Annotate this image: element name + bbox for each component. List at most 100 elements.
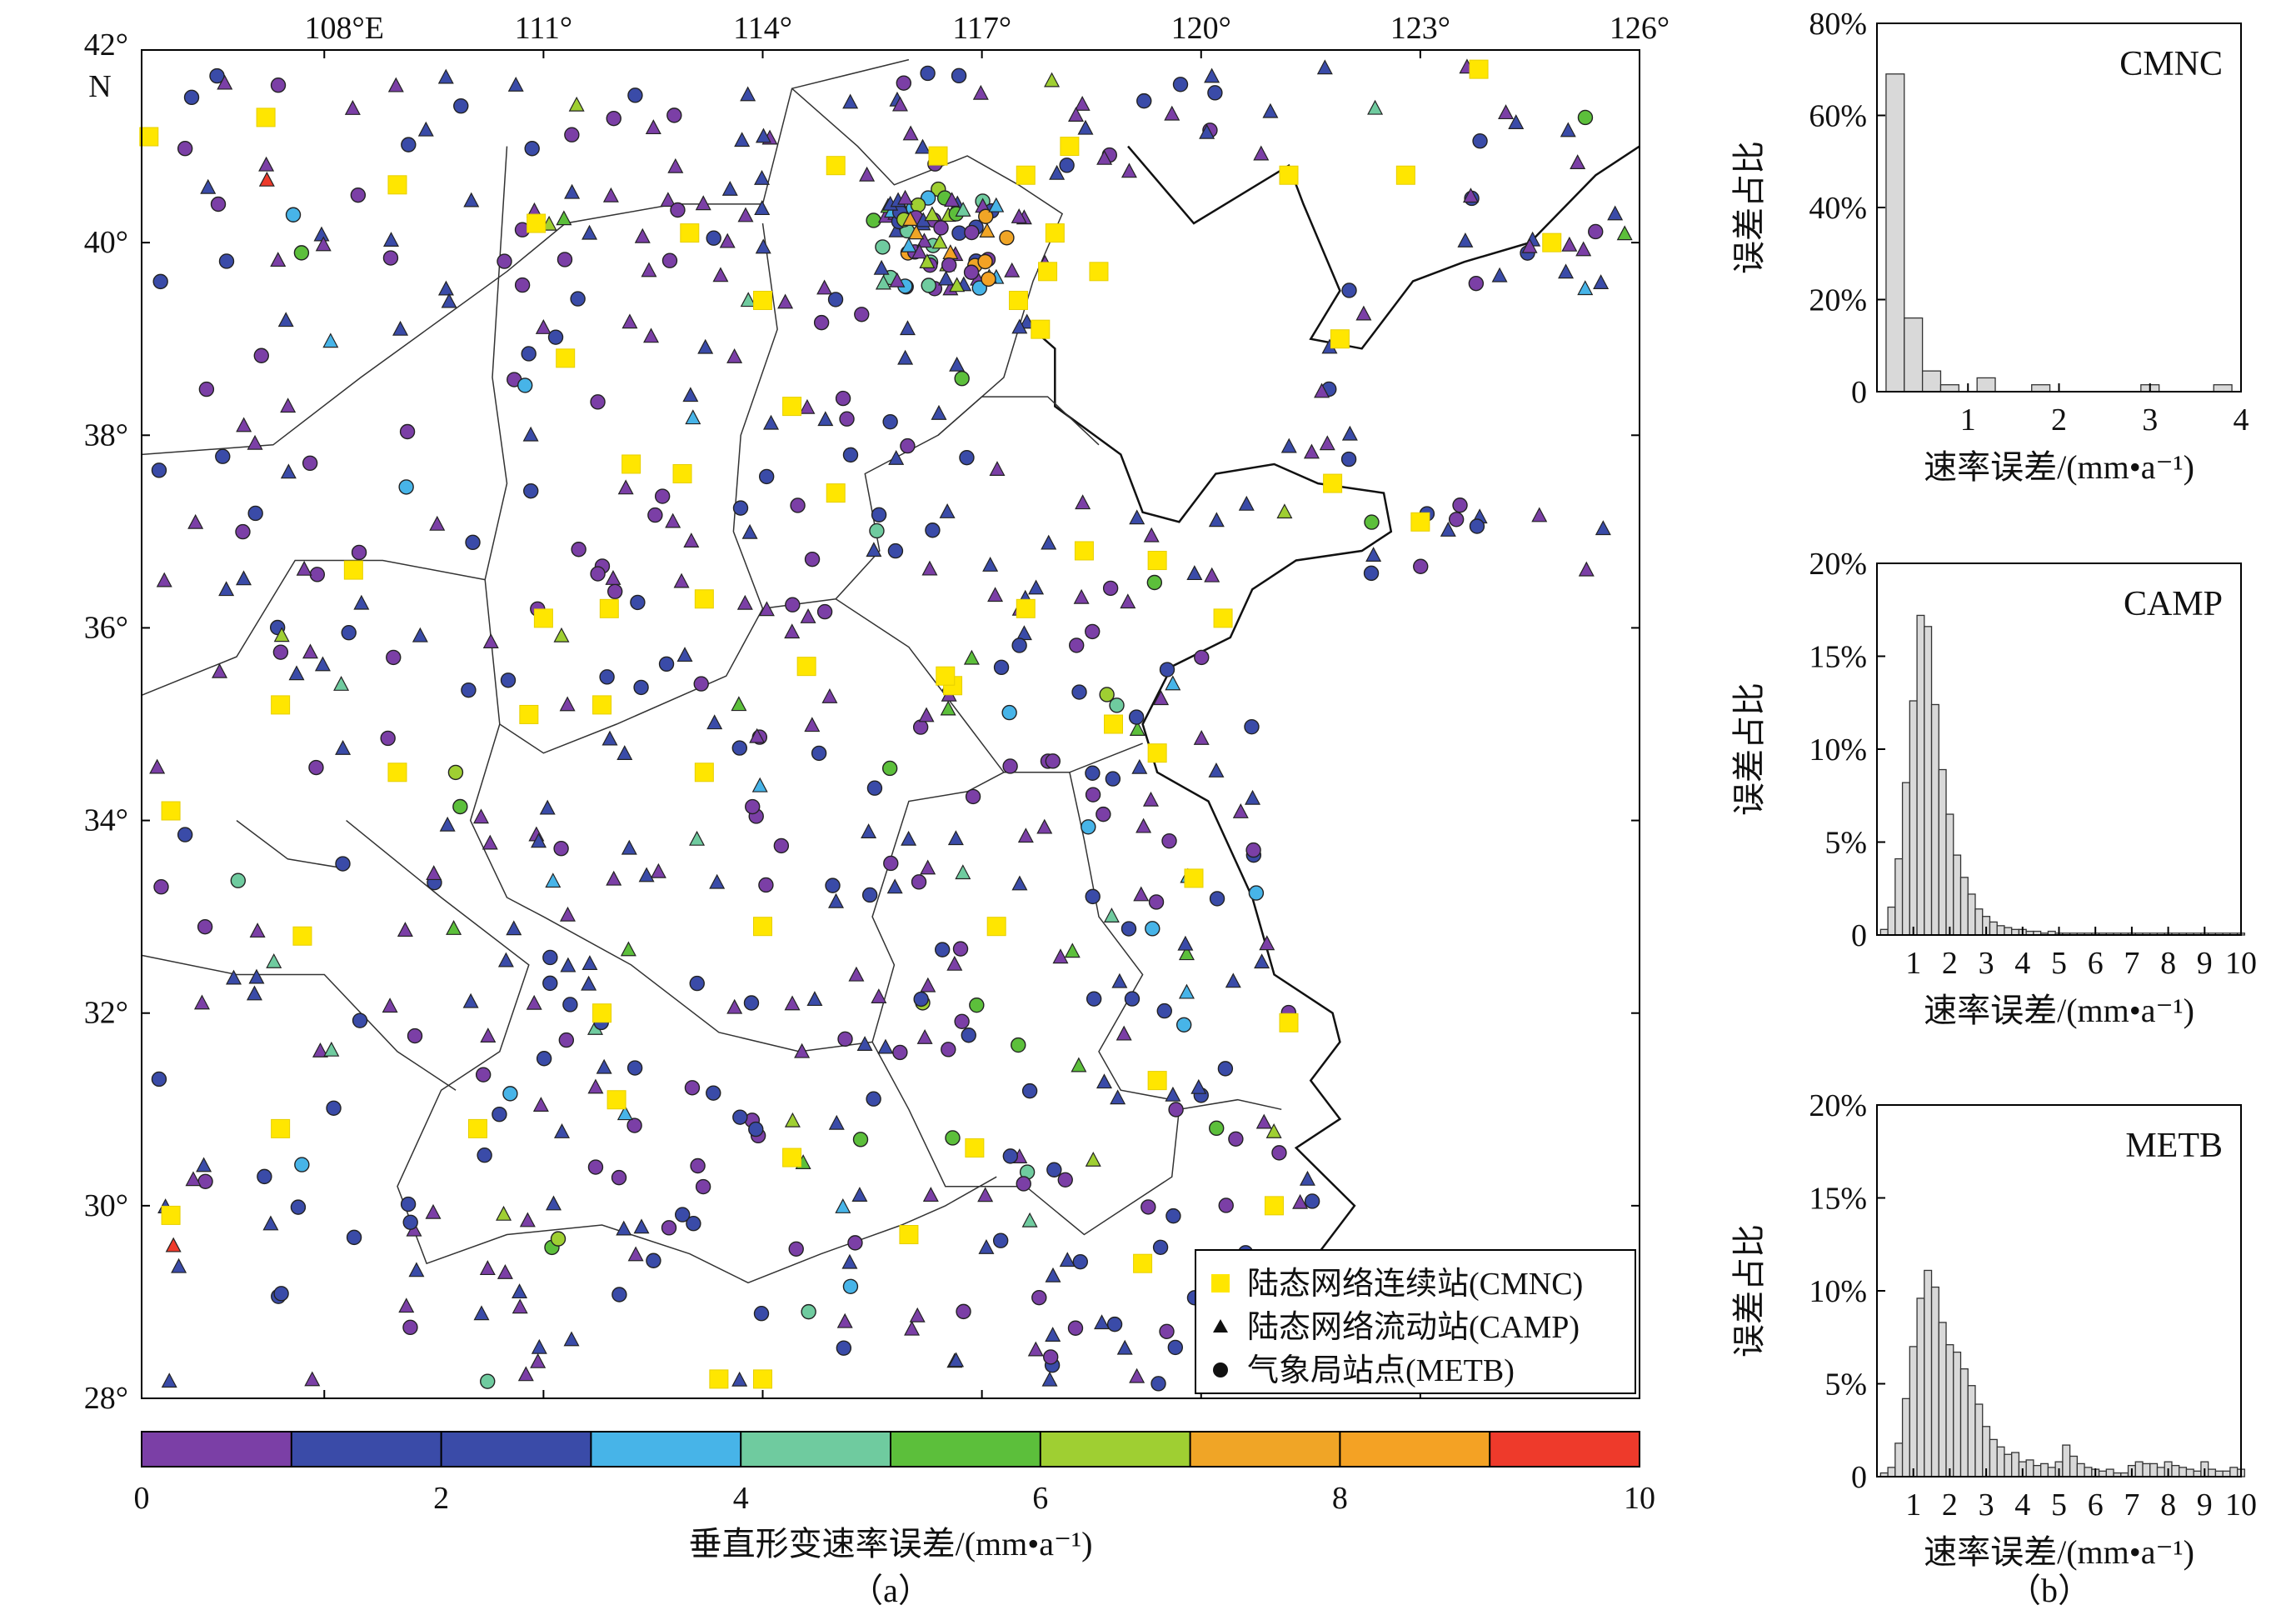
cmnc-station [782, 397, 802, 417]
camp-station [312, 1042, 328, 1058]
camp-station [1232, 803, 1249, 818]
camp-station [1560, 122, 1576, 138]
camp-station [1045, 1327, 1061, 1342]
camp-station [784, 1112, 801, 1128]
metb-station [152, 273, 168, 290]
cmnc-station [672, 464, 692, 484]
camp-station [816, 279, 833, 295]
metb-station [920, 65, 936, 82]
metb-station [1245, 842, 1261, 858]
camp-station [641, 262, 657, 278]
camp-station [1276, 503, 1293, 519]
metb-station [1121, 921, 1137, 937]
panel-a-label: （a） [850, 1572, 931, 1609]
camp-station [755, 238, 771, 254]
camp-station [1177, 935, 1194, 951]
camp-station [977, 1187, 994, 1202]
cmnc-station [1016, 598, 1036, 618]
camp-station [601, 730, 618, 746]
histogram-x-tick-label: 2 [1942, 946, 1958, 981]
camp-station [851, 1187, 868, 1202]
colorbar-tick-label: 6 [1032, 1481, 1048, 1516]
metb-station [523, 482, 539, 499]
metb-station [981, 271, 996, 288]
metb-station [866, 780, 883, 796]
camp-station [1052, 948, 1069, 964]
colorbar-segment [1190, 1432, 1340, 1467]
map-y-tick-label: 34° [84, 803, 128, 838]
histogram-x-tick-label: 3 [2142, 402, 2158, 438]
colorbar-segment [1040, 1432, 1191, 1467]
metb-station [977, 253, 993, 270]
camp-station [462, 992, 479, 1008]
metb-station [198, 381, 215, 398]
cmnc-station [599, 598, 619, 618]
metb-station [969, 997, 985, 1013]
metb-station [253, 348, 269, 363]
camp-station [972, 84, 989, 100]
map-y-tick-label: 36° [84, 610, 128, 645]
colorbar-tick-label: 2 [433, 1481, 449, 1516]
histogram-bar [2062, 1444, 2071, 1478]
histogram-bar [1921, 370, 1942, 392]
camp-station [740, 86, 756, 102]
metb-station [748, 1121, 764, 1138]
histogram-x-tick-label: 10 [2225, 946, 2257, 981]
camp-station [532, 1097, 549, 1112]
metb-station [1069, 638, 1085, 653]
camp-station [1074, 95, 1091, 111]
colorbar-segment [891, 1432, 1041, 1467]
metb-station [558, 1032, 575, 1048]
camp-station [482, 834, 498, 850]
histogram-bar [1909, 700, 1918, 936]
cmnc-station [694, 762, 714, 782]
camp-station [480, 1028, 497, 1042]
histogram-title: METB [2125, 1127, 2223, 1165]
metb-station [492, 1106, 507, 1122]
camp-station [247, 434, 263, 450]
histogram-y-tick-label: 60% [1809, 99, 1867, 134]
metb-station [825, 878, 841, 893]
cmnc-station [621, 454, 641, 474]
metb-station [570, 291, 586, 307]
camp-station [1044, 72, 1061, 88]
camp-station [1059, 1252, 1076, 1268]
camp-station [1165, 1086, 1181, 1102]
camp-station [908, 224, 925, 240]
histogram-bar [2047, 1467, 2056, 1478]
camp-station [1094, 1314, 1111, 1330]
camp-station [497, 1263, 513, 1279]
camp-station [496, 1205, 512, 1221]
metb-station [177, 141, 193, 157]
histogram-bar [1953, 1351, 1962, 1478]
camp-station [751, 777, 768, 792]
camp-station [617, 479, 634, 495]
camp-station [660, 192, 676, 208]
colorbar-segment [441, 1432, 591, 1467]
histogram-bar [1959, 1368, 1969, 1478]
metb-station [661, 252, 678, 268]
cmnc-station [1008, 290, 1028, 310]
camp-station [1143, 527, 1160, 542]
histogram-bar [1989, 921, 1998, 936]
camp-station [296, 560, 312, 576]
metb-station [633, 679, 649, 696]
camp-station [248, 968, 265, 984]
histogram-x-tick-label: 1 [1960, 402, 1976, 438]
metb-station [1085, 623, 1101, 640]
camp-station [937, 270, 954, 286]
histogram-title: CMNC [2119, 45, 2223, 83]
metb-station [911, 874, 927, 890]
metb-station [1001, 704, 1017, 721]
camp-station [507, 76, 524, 92]
camp-station [871, 988, 887, 1004]
map-x-tick-label: 123° [1390, 11, 1450, 46]
camp-station [800, 608, 816, 623]
cmnc-station [1074, 541, 1094, 561]
histogram-bar [1976, 377, 1996, 392]
cmnc-stations [139, 59, 1562, 1389]
camp-station [535, 319, 552, 334]
camp-station [193, 994, 210, 1010]
histogram-y-tick-label: 10% [1809, 732, 1867, 768]
metb-station [666, 108, 682, 123]
